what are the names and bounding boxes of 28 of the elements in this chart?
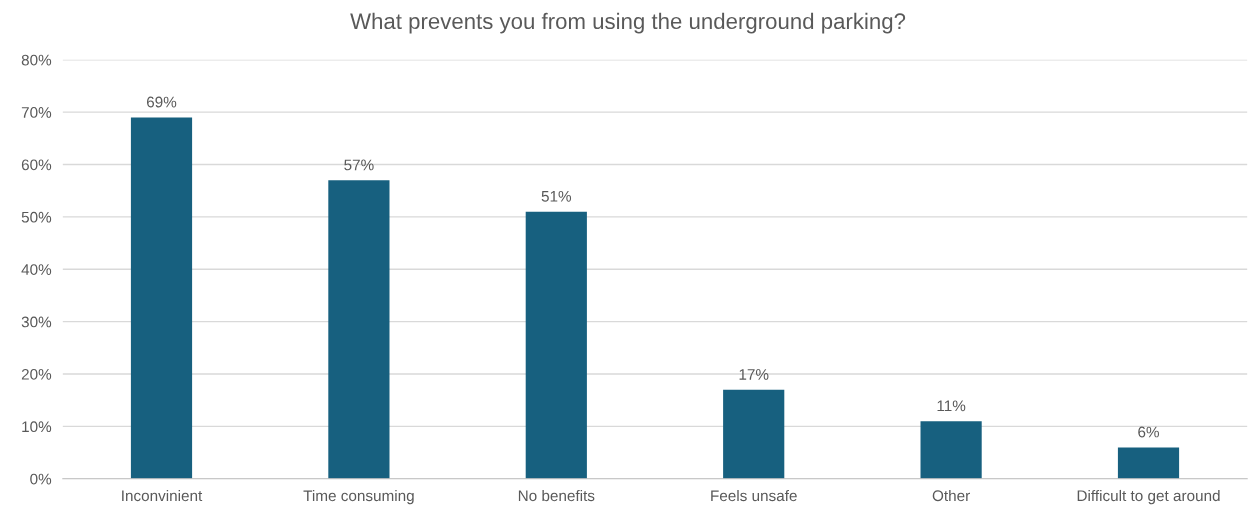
bar — [723, 389, 785, 479]
x-tick-label: Other — [932, 489, 970, 502]
data-label: 11% — [937, 400, 966, 412]
y-tick-label: 50% — [21, 211, 52, 223]
y-tick-label: 80% — [21, 54, 52, 66]
data-label: 69% — [146, 96, 177, 108]
bar — [920, 421, 982, 479]
bar — [525, 211, 587, 479]
chart-title: What prevents you from using the underground parking? — [350, 12, 906, 34]
y-tick-label: 60% — [21, 159, 52, 171]
data-label: 6% — [1138, 426, 1159, 438]
x-tick-label: Inconvinient — [122, 489, 203, 502]
y-tick-label: 70% — [21, 107, 52, 118]
x-tick-label: No benefits — [518, 489, 595, 502]
y-tick-label: 10% — [22, 421, 52, 433]
bar — [1117, 447, 1180, 479]
bar — [130, 117, 193, 479]
x-tick-label: Feels unsafe — [711, 489, 797, 502]
y-tick-label: 0% — [30, 473, 52, 485]
x-tick-label: Time consuming — [303, 489, 414, 505]
data-label: 17% — [739, 369, 769, 380]
bar — [328, 180, 390, 479]
y-tick-label: 40% — [21, 264, 52, 275]
data-label: 57% — [344, 159, 374, 171]
x-tick-label: Difficult to get around — [1077, 489, 1220, 505]
y-tick-label: 30% — [21, 316, 52, 328]
y-tick-label: 20% — [21, 368, 52, 380]
data-label: 51% — [541, 190, 572, 202]
